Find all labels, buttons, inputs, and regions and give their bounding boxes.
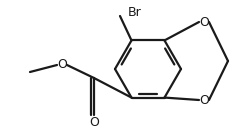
- Text: O: O: [57, 59, 67, 71]
- Text: O: O: [199, 94, 209, 107]
- Text: O: O: [89, 116, 99, 129]
- Text: O: O: [199, 15, 209, 29]
- Text: Br: Br: [128, 6, 142, 18]
